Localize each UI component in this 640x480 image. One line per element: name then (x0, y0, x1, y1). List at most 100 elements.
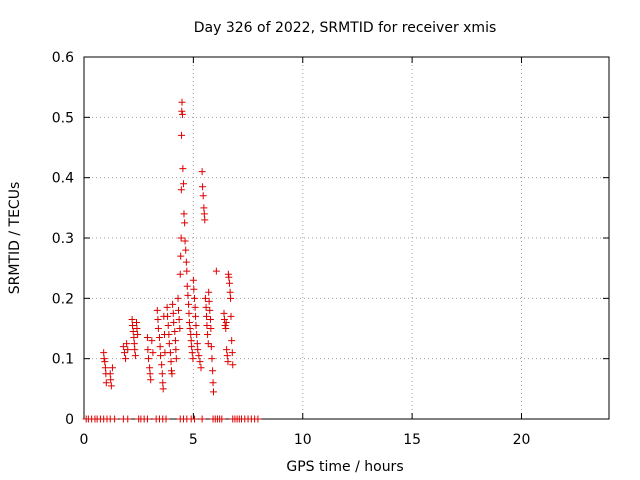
data-point (101, 358, 109, 366)
data-point (212, 267, 220, 275)
data-point (158, 370, 166, 378)
data-point (184, 291, 192, 299)
data-point (186, 325, 194, 332)
data-point (220, 309, 228, 317)
data-point (195, 352, 203, 360)
data-point (169, 309, 177, 317)
data-point (182, 258, 190, 266)
data-point (164, 312, 172, 320)
data-point (204, 340, 212, 348)
y-tick-label: 0.1 (52, 352, 74, 368)
data-point (168, 370, 176, 378)
data-point (220, 315, 228, 323)
data-point (129, 328, 137, 336)
data-point (106, 370, 114, 378)
data-point (107, 376, 115, 384)
data-point (149, 349, 157, 357)
data-point (189, 276, 197, 284)
data-point (148, 337, 156, 345)
data-point (189, 355, 197, 363)
data-point (203, 312, 210, 320)
data-point (100, 355, 108, 363)
data-point (206, 306, 214, 314)
data-point (158, 361, 166, 369)
data-point (111, 415, 119, 423)
data-point (222, 318, 230, 326)
data-point (209, 379, 217, 387)
data-point (194, 346, 202, 354)
data-point (193, 340, 201, 348)
data-point (170, 318, 178, 326)
data-point (227, 312, 235, 320)
data-point (185, 309, 193, 317)
data-point (120, 349, 128, 357)
data-point (157, 352, 165, 360)
data-point (199, 192, 207, 200)
data-point (198, 168, 206, 176)
data-point (176, 270, 184, 278)
data-point (177, 186, 185, 194)
data-point (187, 337, 195, 345)
data-point (133, 325, 141, 332)
data-point (199, 183, 207, 191)
data-point (147, 376, 155, 384)
data-point (155, 334, 163, 342)
y-tick-label: 0.2 (52, 291, 74, 307)
data-point (129, 321, 137, 329)
data-points (82, 98, 262, 423)
data-point (180, 210, 188, 218)
data-point (203, 321, 211, 329)
data-point (165, 331, 173, 339)
data-point (207, 325, 215, 332)
data-point (190, 415, 198, 423)
data-point (171, 337, 179, 345)
data-point (187, 331, 195, 339)
data-point (185, 318, 193, 326)
data-point (183, 267, 191, 275)
data-point (228, 349, 236, 357)
data-point (172, 355, 180, 363)
data-point (229, 361, 237, 369)
data-point (205, 297, 213, 305)
data-point (206, 315, 214, 323)
data-point (207, 343, 215, 351)
data-point (128, 315, 136, 323)
data-point (163, 303, 171, 311)
data-point (119, 343, 127, 351)
data-point (182, 246, 190, 254)
data-point (223, 352, 231, 360)
data-point (218, 415, 226, 423)
data-point (172, 346, 180, 354)
data-point (143, 415, 151, 423)
data-point (221, 321, 229, 329)
data-point (196, 358, 204, 366)
data-point (190, 285, 198, 293)
data-point (165, 340, 173, 348)
data-point (134, 331, 142, 339)
x-tick-label: 15 (403, 432, 421, 448)
data-point (175, 306, 182, 314)
data-point (124, 346, 132, 354)
data-point (101, 364, 109, 372)
data-point (200, 204, 208, 212)
data-point (131, 346, 139, 354)
data-point (171, 328, 179, 336)
data-point (188, 343, 196, 351)
data-point (223, 346, 231, 354)
data-point (226, 288, 234, 296)
data-point (100, 349, 108, 357)
data-point (122, 355, 130, 363)
data-point (254, 415, 262, 423)
data-point (190, 294, 198, 302)
data-point (198, 415, 206, 423)
y-axis-label: SRMTID / TECUs (7, 182, 23, 295)
y-tick-label: 0.4 (52, 171, 74, 187)
data-point (210, 388, 217, 396)
data-point (180, 180, 188, 188)
y-tick-label: 0.5 (52, 110, 74, 126)
data-point (144, 346, 152, 354)
data-point (181, 237, 189, 245)
data-point (227, 294, 235, 302)
data-point (225, 273, 233, 281)
